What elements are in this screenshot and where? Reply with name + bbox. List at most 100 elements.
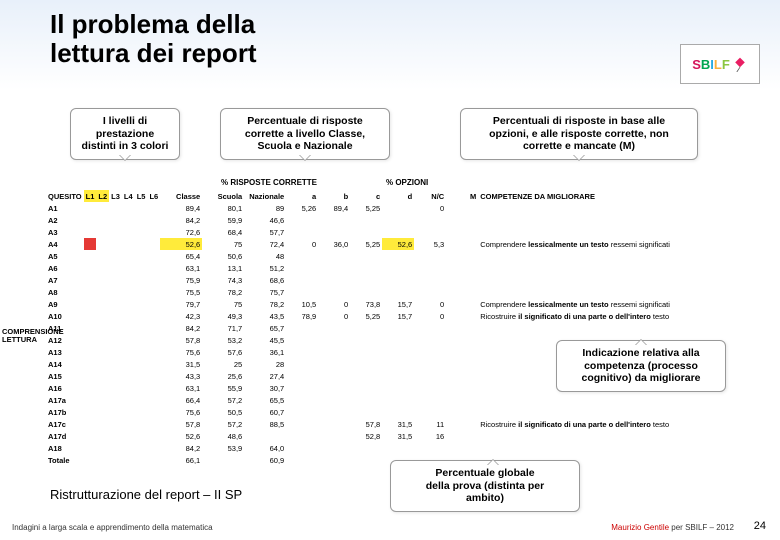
col-l2: L2 — [96, 190, 109, 202]
table-row: A372,668,457,7 — [46, 226, 672, 238]
level-cell — [96, 358, 109, 370]
level-cell — [84, 358, 97, 370]
level-cell — [135, 322, 148, 334]
opt-a-cell — [286, 382, 318, 394]
level-cell — [84, 262, 97, 274]
classe-cell: 42,3 — [160, 310, 202, 322]
nc-cell — [414, 286, 446, 298]
m-cell — [446, 226, 478, 238]
opt-d-cell: 15,7 — [382, 298, 414, 310]
level-cell — [109, 298, 122, 310]
opt-d-cell — [382, 226, 414, 238]
opt-a-cell: 10,5 — [286, 298, 318, 310]
opt-b-cell — [318, 286, 350, 298]
opt-c-cell — [350, 334, 382, 346]
quesito-cell: A15 — [46, 370, 84, 382]
level-cell — [84, 430, 97, 442]
level-cell — [96, 226, 109, 238]
comp-cell — [478, 202, 672, 214]
level-cell — [147, 334, 160, 346]
opt-c-cell — [350, 346, 382, 358]
nazionale-cell: 27,4 — [244, 370, 286, 382]
opt-b-cell — [318, 214, 350, 226]
opt-c-cell — [350, 274, 382, 286]
nc-cell: 0 — [414, 310, 446, 322]
level-cell — [135, 250, 148, 262]
classe-cell: 52,6 — [160, 238, 202, 250]
opt-d-cell — [382, 286, 414, 298]
col-scuola: Scuola — [202, 190, 244, 202]
opt-b-cell — [318, 346, 350, 358]
comp-cell — [478, 454, 672, 466]
level-cell — [135, 202, 148, 214]
classe-cell: 84,2 — [160, 442, 202, 454]
level-cell — [122, 298, 135, 310]
level-cell — [122, 322, 135, 334]
scuola-cell: 50,5 — [202, 406, 244, 418]
scuola-cell: 48,6 — [202, 430, 244, 442]
level-cell — [84, 346, 97, 358]
nazionale-cell: 30,7 — [244, 382, 286, 394]
kite-icon — [732, 56, 748, 72]
opt-a-cell — [286, 406, 318, 418]
header-opzioni: % OPZIONI — [386, 178, 428, 187]
level-cell — [109, 214, 122, 226]
level-cell — [109, 250, 122, 262]
classe-cell: 84,2 — [160, 214, 202, 226]
level-cell — [109, 286, 122, 298]
classe-cell: 72,6 — [160, 226, 202, 238]
level-cell — [109, 346, 122, 358]
nazionale-cell: 60,9 — [244, 454, 286, 466]
quesito-cell: A1 — [46, 202, 84, 214]
opt-a-cell: 0 — [286, 238, 318, 250]
level-cell — [122, 394, 135, 406]
nc-cell: 11 — [414, 418, 446, 430]
opt-d-cell: 52,6 — [382, 238, 414, 250]
opt-b-cell: 0 — [318, 310, 350, 322]
quesito-cell: A17b — [46, 406, 84, 418]
opt-d-cell — [382, 358, 414, 370]
opt-b-cell — [318, 382, 350, 394]
level-cell — [96, 406, 109, 418]
m-cell — [446, 238, 478, 250]
opt-d-cell — [382, 274, 414, 286]
quesito-cell: A14 — [46, 358, 84, 370]
classe-cell: 63,1 — [160, 382, 202, 394]
level-cell — [122, 442, 135, 454]
quesito-cell: A18 — [46, 442, 84, 454]
opt-a-cell — [286, 346, 318, 358]
opt-a-cell: 78,9 — [286, 310, 318, 322]
level-cell — [135, 394, 148, 406]
data-table-wrap: % RISPOSTE CORRETTE % OPZIONI COMPRENSIO… — [46, 190, 770, 466]
scuola-cell: 49,3 — [202, 310, 244, 322]
col-l5: L5 — [135, 190, 148, 202]
scuola-cell: 75 — [202, 298, 244, 310]
level-cell — [135, 382, 148, 394]
opt-a-cell — [286, 442, 318, 454]
table-row: A565,450,648 — [46, 250, 672, 262]
table-header-row: QUESITO L1 L2 L3 L4 L5 L6 Classe Scuola … — [46, 190, 672, 202]
level-cell — [147, 274, 160, 286]
level-cell — [147, 454, 160, 466]
level-cell — [122, 310, 135, 322]
opt-a-cell — [286, 286, 318, 298]
level-cell — [109, 274, 122, 286]
level-cell — [84, 454, 97, 466]
level-cell — [96, 310, 109, 322]
level-cell — [109, 454, 122, 466]
nc-cell — [414, 214, 446, 226]
table-row: A17c57,857,288,557,831,511Ricostruire il… — [46, 418, 672, 430]
level-cell — [122, 346, 135, 358]
opt-b-cell — [318, 454, 350, 466]
level-cell — [96, 214, 109, 226]
classe-cell: 65,4 — [160, 250, 202, 262]
level-cell — [109, 382, 122, 394]
nazionale-cell: 60,7 — [244, 406, 286, 418]
classe-cell: 52,6 — [160, 430, 202, 442]
table-row: A875,578,275,7 — [46, 286, 672, 298]
nc-cell — [414, 322, 446, 334]
scuola-cell: 78,2 — [202, 286, 244, 298]
opt-b-cell — [318, 274, 350, 286]
scuola-cell: 57,6 — [202, 346, 244, 358]
col-d: d — [382, 190, 414, 202]
